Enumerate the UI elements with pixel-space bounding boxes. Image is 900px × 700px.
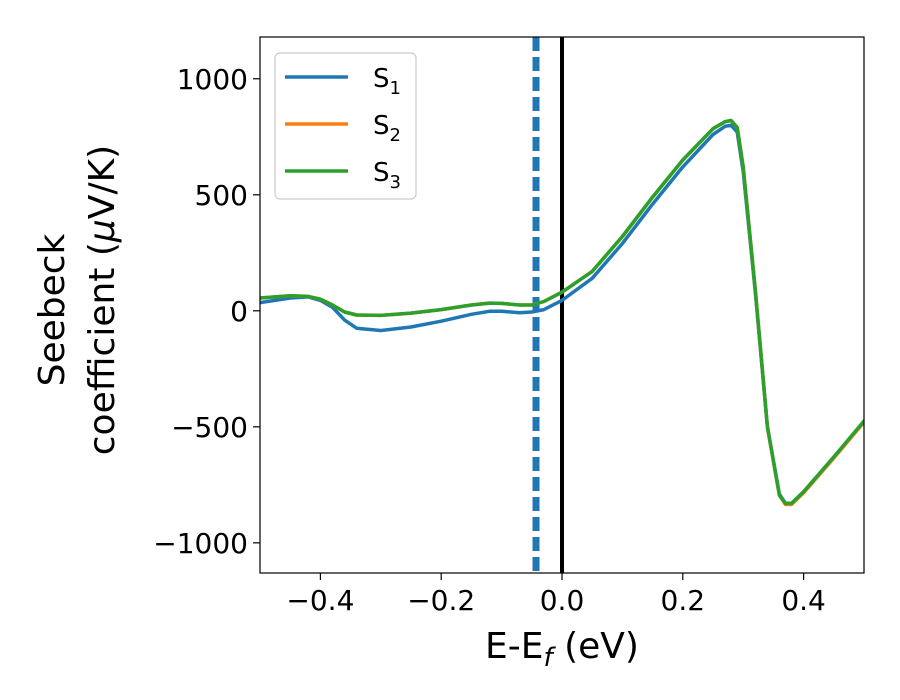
plot-area bbox=[259, 36, 865, 574]
legend-frame bbox=[274, 52, 417, 200]
y-tick-label: 1000 bbox=[177, 63, 248, 96]
legend: S1 S2 S3 bbox=[274, 52, 417, 200]
legend-label-s1: S1 bbox=[373, 64, 401, 99]
y-axis-ticks: −1000 −500 0 500 1000 bbox=[153, 63, 260, 560]
y-axis-title-line2: coefficient (μV/K) bbox=[82, 145, 123, 455]
x-tick-label: −0.2 bbox=[407, 584, 475, 617]
y-tick-label: 0 bbox=[230, 295, 248, 328]
x-tick-label: −0.4 bbox=[286, 584, 354, 617]
reference-lines bbox=[532, 37, 564, 573]
series-line-s3 bbox=[260, 118, 864, 506]
y-tick-label: −500 bbox=[171, 411, 248, 444]
legend-label-s3: S3 bbox=[373, 158, 401, 193]
y-tick-label: 500 bbox=[195, 179, 248, 212]
x-tick-label: 0.0 bbox=[540, 584, 585, 617]
x-axis-title: E-Ef (eV) bbox=[485, 626, 639, 673]
series-lines bbox=[260, 118, 864, 507]
x-tick-label: 0.2 bbox=[661, 584, 706, 617]
x-tick-label: 0.4 bbox=[781, 584, 826, 617]
y-axis-title-line1: Seebeck bbox=[32, 233, 73, 386]
legend-label-s2: S2 bbox=[373, 111, 401, 146]
y-tick-label: −1000 bbox=[153, 527, 248, 560]
x-axis-ticks: −0.4 −0.2 0.0 0.2 0.4 bbox=[286, 573, 826, 617]
